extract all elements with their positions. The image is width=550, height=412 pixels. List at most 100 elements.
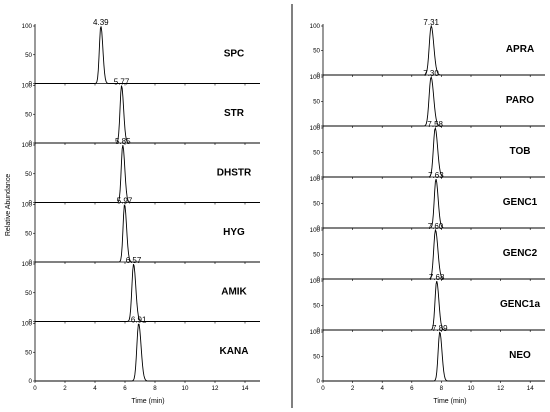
y-tick-label: 100: [310, 23, 321, 30]
peak-label: 7.63: [428, 171, 444, 180]
peak-label: 7.68: [429, 273, 445, 282]
y-tick-label: 0: [29, 378, 33, 385]
subplot-paro: 0 50 100 7.30 PARO: [310, 69, 545, 130]
y-tick-label: 50: [313, 48, 320, 55]
analyte-label: HYG: [223, 227, 245, 238]
analyte-label: DHSTR: [217, 168, 252, 179]
y-tick-label: 100: [22, 83, 33, 90]
y-tick-label: 0: [317, 123, 321, 130]
peak-label: 4.39: [93, 18, 109, 27]
x-tick-label: 2: [63, 385, 67, 392]
peak-label: 6.57: [126, 256, 142, 265]
x-tick-label: 8: [440, 385, 444, 392]
x-tick-label: 14: [527, 385, 534, 392]
right-chromatogram-panel: 0 50 100 7.31 APRA 0 50 100 7.30 PARO 0 50 100 7.58 TO…: [310, 18, 545, 392]
trace-hyg: [35, 204, 260, 263]
y-tick-label: 50: [25, 349, 32, 356]
analyte-label: PARO: [506, 95, 534, 106]
y-tick-label: 0: [29, 140, 33, 147]
trace-dhstr: [35, 145, 260, 203]
left-ylabel: Relative Abundance: [5, 174, 12, 236]
peak-label: 7.58: [427, 120, 443, 129]
analyte-label: GENC1: [503, 197, 538, 208]
y-tick-label: 50: [313, 201, 320, 208]
subplot-genc1a: 0 50 100 7.68 GENC1a: [310, 273, 545, 334]
y-tick-label: 50: [313, 303, 320, 310]
analyte-label: APRA: [506, 44, 534, 55]
peak-label: 5.85: [115, 137, 131, 146]
subplot-str: 0 50 100 5.77 STR: [22, 78, 260, 147]
peak-label: 7.89: [432, 324, 448, 333]
y-tick-label: 50: [25, 290, 32, 297]
y-tick-label: 0: [29, 319, 33, 326]
y-tick-label: 50: [313, 150, 320, 157]
y-tick-label: 100: [310, 329, 321, 336]
x-tick-label: 2: [351, 385, 355, 392]
trace-tob: [323, 126, 545, 178]
peak-label: 5.97: [117, 197, 133, 206]
analyte-label: STR: [224, 108, 245, 119]
subplot-amik: 0 50 100 6.57 AMIK: [22, 256, 260, 326]
y-tick-label: 100: [310, 74, 321, 81]
trace-paro: [323, 75, 545, 127]
subplot-hyg: 0 50 100 5.97 HYG: [22, 197, 260, 266]
analyte-label: AMIK: [221, 287, 247, 298]
analyte-label: TOB: [510, 146, 531, 157]
trace-genc1a: [323, 280, 545, 331]
subplot-tob: 0 50 100 7.58 TOB: [310, 120, 545, 181]
trace-apra: [323, 24, 545, 76]
subplot-spc: 0 50 100 4.39 SPC: [22, 18, 260, 88]
y-tick-label: 100: [22, 321, 33, 328]
trace-amik: [35, 263, 260, 322]
x-tick-label: 12: [212, 385, 219, 392]
subplot-apra: 0 50 100 7.31 APRA: [310, 18, 545, 79]
x-tick-label: 8: [153, 385, 157, 392]
trace-neo: [323, 331, 545, 382]
y-tick-label: 50: [25, 230, 32, 237]
y-tick-label: 100: [22, 23, 33, 30]
peak-label: 7.30: [423, 69, 439, 78]
peak-label: 7.31: [423, 18, 439, 27]
y-tick-label: 100: [22, 202, 33, 209]
y-tick-label: 100: [310, 227, 321, 234]
y-tick-label: 0: [317, 378, 321, 385]
y-tick-label: 0: [317, 225, 321, 232]
x-tick-label: 0: [321, 385, 325, 392]
x-tick-label: 4: [93, 385, 97, 392]
y-tick-label: 100: [22, 261, 33, 268]
peak-label: 5.77: [114, 78, 130, 87]
left-xlabel: Time (min): [131, 398, 164, 405]
y-tick-label: 100: [310, 125, 321, 132]
right-xlabel: Time (min): [433, 398, 466, 405]
y-tick-label: 0: [29, 81, 33, 88]
y-tick-label: 0: [29, 200, 33, 207]
x-tick-label: 14: [242, 385, 249, 392]
analyte-label: KANA: [220, 346, 249, 357]
analyte-label: GENC1a: [500, 299, 540, 310]
trace-spc: [35, 26, 260, 84]
y-tick-label: 0: [29, 259, 33, 266]
left-chromatogram-panel: 0 50 100 4.39 SPC 0 50 100 5.77 STR 0 50 100 5.85 DHST…: [22, 18, 260, 392]
subplot-dhstr: 0 50 100 5.85 DHSTR: [22, 137, 260, 207]
y-tick-label: 0: [317, 174, 321, 181]
x-tick-label: 6: [410, 385, 414, 392]
trace-str: [35, 85, 260, 144]
subplot-genc2: 0 50 100 7.60 GENC2: [310, 222, 545, 283]
x-tick-label: 6: [123, 385, 127, 392]
subplot-genc1: 0 50 100 7.63 GENC1: [310, 171, 545, 232]
trace-genc1: [323, 179, 545, 229]
peak-label: 7.60: [428, 222, 444, 231]
analyte-label: SPC: [224, 49, 245, 60]
y-tick-label: 0: [317, 72, 321, 79]
y-tick-label: 0: [317, 327, 321, 334]
x-tick-label: 12: [497, 385, 504, 392]
y-tick-label: 100: [310, 278, 321, 285]
y-tick-label: 100: [22, 142, 33, 149]
y-tick-label: 100: [310, 176, 321, 183]
peak-label: 6.91: [131, 316, 147, 325]
y-tick-label: 50: [25, 52, 32, 59]
y-tick-label: 50: [313, 252, 320, 259]
trace-kana: [35, 323, 260, 382]
